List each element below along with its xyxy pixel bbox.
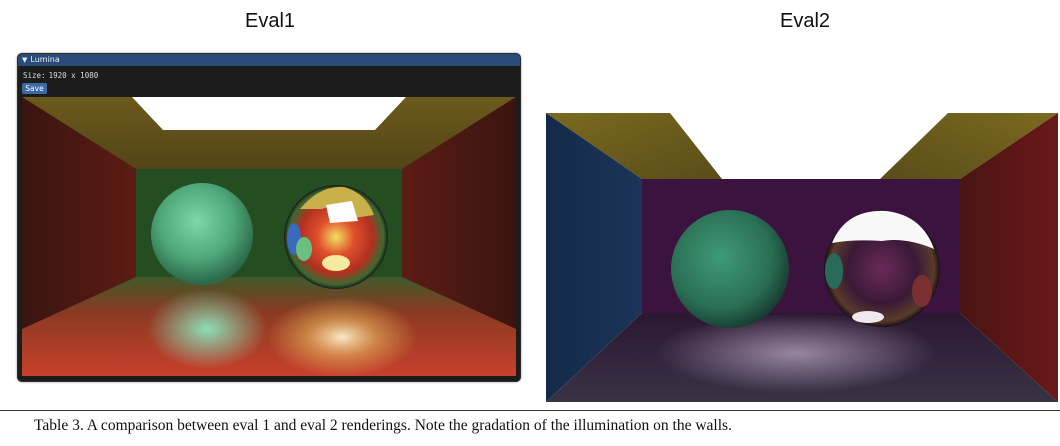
collapse-triangle-icon[interactable]: ▼ <box>22 56 28 64</box>
table-caption: Table 3. A comparison between eval 1 and… <box>34 417 732 434</box>
eval1-render-image <box>22 97 516 376</box>
window-title: Lumina <box>30 55 60 64</box>
caption-rule <box>0 410 1060 411</box>
size-label: Size: <box>23 71 46 80</box>
eval2-render-image <box>546 113 1058 402</box>
figure-title-eval2: Eval2 <box>779 10 831 32</box>
window-titlebar[interactable]: ▼ Lumina <box>18 54 520 66</box>
size-readout: Size: 1920 x 1080 <box>23 71 98 80</box>
save-button[interactable]: Save <box>22 83 47 94</box>
figure-title-eval1: Eval1 <box>244 10 296 32</box>
size-value: 1920 x 1080 <box>48 71 99 80</box>
lumina-window: ▼ Lumina Size: 1920 x 1080 Save <box>17 53 521 382</box>
